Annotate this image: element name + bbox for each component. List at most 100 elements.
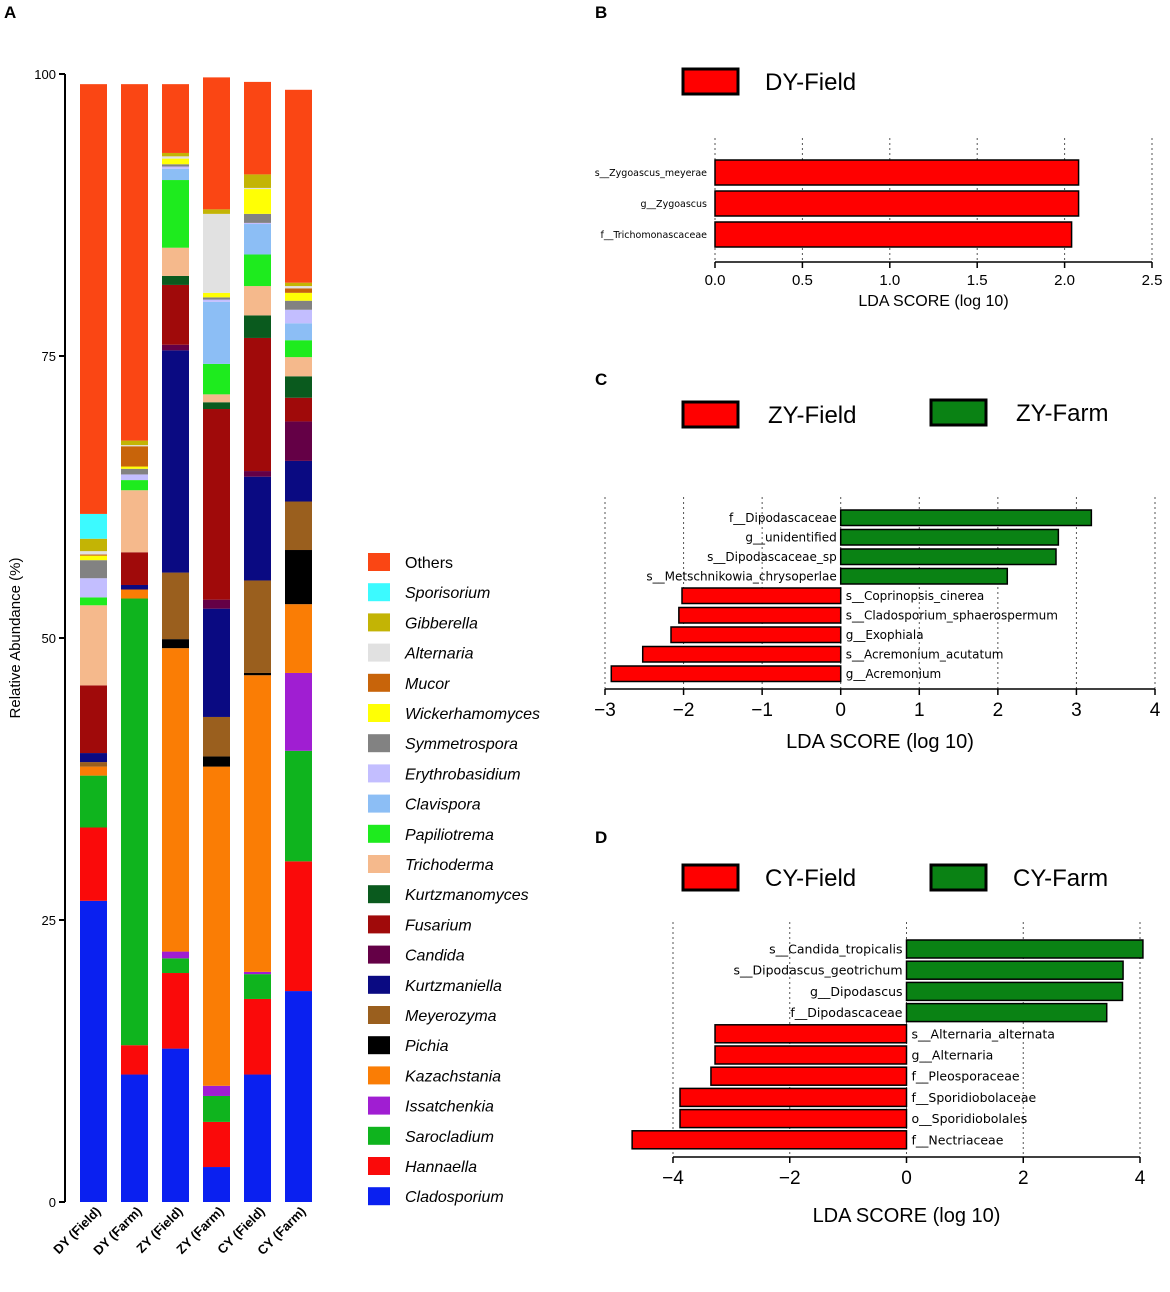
lda-bar-f-sporidiobolaceae [679,1087,908,1108]
legend-swatch-zy-farm [929,398,988,427]
bar-segment-wickerhamomyces [244,189,271,214]
x-tick-label: −1 [751,700,773,721]
legend-label-pichia: Pichia [405,1038,449,1055]
x-tick-label: 1.0 [879,272,900,289]
legend-label-meyerozyma: Meyerozyma [405,1008,497,1025]
legend-swatch-meyerozyma [368,1006,390,1024]
legend-swatch-pichia [368,1036,390,1055]
bar-segment-cladosporium [121,1074,148,1202]
legend-label-erythrobasidium: Erythrobasidium [405,766,521,783]
legend-swatch-candida [368,945,390,964]
bar-segment-symmetrospora [162,164,189,167]
feature-label-s-dipodascaceae-sp: s__Dipodascaceae_sp [707,550,837,564]
legend-label-sporisorium: Sporisorium [405,585,490,602]
feature-label-f-sporidiobolaceae: f__Sporidiobolaceae [912,1090,1037,1105]
bar-segment-trichoderma [80,605,107,686]
legend-label-mucor: Mucor [405,676,450,693]
legend-swatch-cladosporium [368,1187,390,1206]
bar-segment-candida [244,471,271,477]
legend-swatch-dy-field [681,67,740,96]
bar-segment-papiliotrema [285,340,312,358]
lda-bar-f-trichomonascaceae [714,221,1073,248]
bar-segment-cladosporium [162,1048,189,1202]
legend-swatch-alternaria [368,643,390,662]
legend-label-symmetrospora: Symmetrospora [405,736,518,753]
lda-bar-o-sporidiobolales [679,1108,908,1129]
x-tick-label: 4 [1150,700,1161,721]
legend-label-gibberella: Gibberella [405,615,478,632]
lda-bar-g-zygoascus [714,190,1080,217]
feature-label-f-dipodascaceae: f__Dipodascaceae [729,511,837,525]
bar-segment-kurtzmaniella [162,350,189,573]
lda-bar-s-acremonium-acutatum [641,645,842,663]
bar-segment-gibberella [162,152,189,157]
legend-swatch-cy-farm [929,863,988,892]
legend-swatch-issatchenkia [368,1096,390,1115]
legend-swatch-kurtzmanomyces [368,885,390,904]
feature-label-g-dipodascus: g__Dipodascus [810,984,903,999]
bar-segment-issatchenkia [285,672,312,751]
x-tick-label: −3 [594,700,616,721]
bar-segment-gibberella [285,282,312,287]
bar-segment-issatchenkia [162,951,189,959]
legend-label-dy-field: DY-Field [765,69,856,96]
y-tick-label: 25 [42,913,56,928]
feature-label-f-dipodascaceae: f__Dipodascaceae [790,1005,902,1020]
x-tick-label: 1.5 [967,272,988,289]
lda-bar-f-dipodascaceae [905,1002,1108,1023]
bar-segment-erythrobasidium [244,222,271,225]
legend-swatch-sarocladium [368,1126,390,1145]
legend-label-wickerhamomyces: Wickerhamomyces [405,706,540,723]
bar-segment-sarocladium [244,974,271,999]
legend-label-candida: Candida [405,948,465,965]
bar-segment-wickerhamomyces [162,158,189,165]
legend-label-fusarium: Fusarium [405,917,472,934]
bar-segment-issatchenkia [244,971,271,975]
bar-segment-papiliotrema [162,180,189,248]
bar-segment-papiliotrema [244,254,271,287]
legend-label-kurtzmanomyces: Kurtzmanomyces [405,887,529,904]
bar-segment-candida [162,344,189,351]
bar-segment-gibberella [203,209,230,214]
panel-label-a: A [4,3,16,22]
bar-segment-gibberella [121,440,148,446]
bar-segment-papiliotrema [80,597,107,606]
feature-label-g-unidentified: g__unidentified [745,531,836,545]
bar-segment-symmetrospora [203,297,230,300]
bar-segment-symmetrospora [244,213,271,223]
bar-segment-clavispora [285,323,312,341]
legend-label-papiliotrema: Papiliotrema [405,827,494,844]
bar-segment-kurtzmaniella [121,584,148,590]
legend-swatch-zy-field [681,400,740,429]
feature-label-f-pleosporaceae: f__Pleosporaceae [912,1069,1020,1084]
bar-segment-sporisorium [80,513,107,539]
bar-segment-sarocladium [162,958,189,974]
bar-segment-symmetrospora [121,468,148,475]
bar-segment-hannaella [80,827,107,901]
bar-segment-symmetrospora [80,560,107,579]
x-tick-label: 2.0 [1054,272,1075,289]
bar-segment-meyerozyma [80,762,107,767]
legend-label-cy-field: CY-Field [765,865,856,892]
lda-bar-s-candida-tropicalis [905,939,1144,959]
bar-segment-wickerhamomyces [203,292,230,298]
legend-swatch-kazachstania [368,1066,390,1085]
bar-segment-alternaria [285,286,312,289]
bar-segment-erythrobasidium [121,474,148,481]
panel-label-d: D [595,828,607,847]
bar-segment-others [244,81,271,175]
legend-swatch-papiliotrema [368,824,390,843]
lda-bar-s-alternaria-alternata [714,1024,908,1044]
bar-segment-meyerozyma [203,716,230,757]
x-tick-label: 0.0 [705,272,726,289]
feature-label-g-alternaria: g__Alternaria [912,1048,994,1063]
feature-label-g-acremonium: g__Acremonium [846,667,942,681]
bar-segment-clavispora [244,224,271,255]
legend-swatch-kurtzmaniella [368,975,390,994]
bar-segment-pichia [203,756,230,767]
feature-label-g-exophiala: g__Exophiala [846,628,924,642]
bar-segment-pichia [244,672,271,676]
bar-segment-fusarium [162,284,189,345]
bar-segment-trichoderma [285,357,312,377]
